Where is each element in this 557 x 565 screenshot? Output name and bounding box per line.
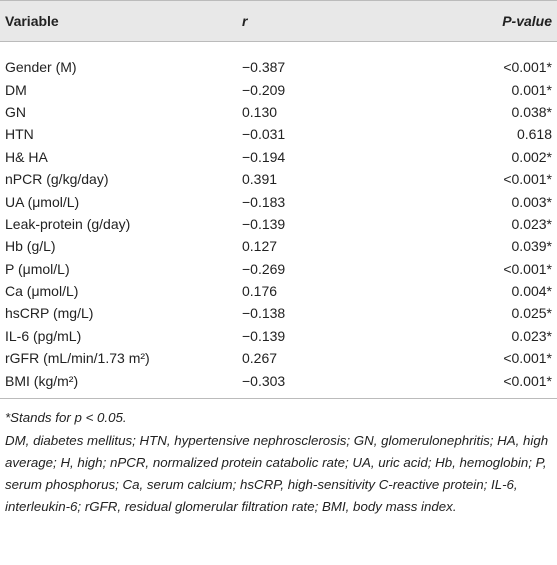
table-cell: 0.176 xyxy=(242,283,278,300)
table-row: GN 0.130 0.038* xyxy=(0,101,557,123)
table-cell: −0.031 xyxy=(242,126,286,143)
table-cell: BMI (kg/m²) xyxy=(5,372,79,389)
table-cell: 0.001* xyxy=(511,81,552,98)
table-cell: H& HA xyxy=(5,148,48,165)
table-row: Hb (g/L) 0.127 0.039* xyxy=(0,235,557,257)
table-row: IL-6 (pg/mL) −0.139 0.023* xyxy=(0,325,557,347)
table-row: Ca (μmol/L) 0.176 0.004* xyxy=(0,280,557,302)
table-row: DM −0.209 0.001* xyxy=(0,78,557,100)
table-cell: −0.269 xyxy=(242,260,286,277)
table-cell: <0.001* xyxy=(503,350,552,367)
table-cell: DM xyxy=(5,81,27,98)
table-cell: IL-6 (pg/mL) xyxy=(5,327,82,344)
table-cell: Hb (g/L) xyxy=(5,238,56,255)
table-cell: −0.194 xyxy=(242,148,286,165)
table-cell: 0.618 xyxy=(516,126,552,143)
table-row: H& HA −0.194 0.002* xyxy=(0,146,557,168)
table-cell: −0.138 xyxy=(242,305,286,322)
table-row: P (μmol/L) −0.269 <0.001* xyxy=(0,258,557,280)
table-cell: 0.025* xyxy=(511,305,552,322)
header-cell: Variable xyxy=(0,0,237,42)
table-cell: P (μmol/L) xyxy=(5,260,70,277)
table-cell: 0.127 xyxy=(242,238,278,255)
table-cell: UA (μmol/L) xyxy=(5,193,80,210)
table-row: Gender (M) −0.387 <0.001* xyxy=(0,42,557,79)
table-cell: <0.001* xyxy=(503,260,552,277)
table-cell: 0.038* xyxy=(511,103,552,120)
table-cell: Leak-protein (g/day) xyxy=(5,215,131,232)
table-body: Gender (M) −0.387 <0.001* DM −0.209 0.001* GN 0… xyxy=(0,42,557,399)
table-cell: −0.209 xyxy=(242,81,286,98)
table-cell: 0.023* xyxy=(511,327,552,344)
table-cell: 0.004* xyxy=(511,283,552,300)
footnote: DM, diabetes mellitus; HTN, hypertensive… xyxy=(5,432,549,514)
table-row: rGFR (mL/min/1.73 m²) 0.267 <0.001* xyxy=(0,347,557,369)
table-cell: 0.267 xyxy=(242,350,278,367)
table-cell: 0.039* xyxy=(511,238,552,255)
footnote: *Stands for p < 0.05. xyxy=(5,409,127,425)
table-cell: −0.387 xyxy=(242,59,286,76)
table-row: Leak-protein (g/day) −0.139 0.023* xyxy=(0,213,557,235)
table-cell: <0.001* xyxy=(503,59,552,76)
table-row: nPCR (g/kg/day) 0.391 <0.001* xyxy=(0,168,557,190)
table-cell: Ca (μmol/L) xyxy=(5,283,79,300)
footnotes: *Stands for p < 0.05. DM, diabetes mellit… xyxy=(0,399,557,518)
table-cell: 0.003* xyxy=(511,193,552,210)
header-row: Variable r P-value xyxy=(0,0,557,42)
header-cell: r xyxy=(237,0,437,42)
table-row: BMI (kg/m²) −0.303 <0.001* xyxy=(0,369,557,398)
table-cell: −0.139 xyxy=(242,215,286,232)
table: Variable r P-value Gender (M) −0.387 <0.00… xyxy=(0,0,557,399)
table-header: Variable r P-value xyxy=(0,0,557,42)
table-row: UA (μmol/L) −0.183 0.003* xyxy=(0,190,557,212)
table-row: HTN −0.031 0.618 xyxy=(0,123,557,145)
table-cell: Gender (M) xyxy=(5,59,77,76)
header-cell: P-value xyxy=(437,0,557,42)
table-cell: 0.023* xyxy=(511,215,552,232)
table-cell: −0.303 xyxy=(242,372,286,389)
table-cell: <0.001* xyxy=(503,372,552,389)
table-cell: GN xyxy=(5,103,26,120)
table-cell: HTN xyxy=(5,126,34,143)
table-cell: 0.391 xyxy=(242,171,278,188)
table-cell: <0.001* xyxy=(503,171,552,188)
table-cell: hsCRP (mg/L) xyxy=(5,305,94,322)
table-cell: −0.183 xyxy=(242,193,286,210)
table-cell: −0.139 xyxy=(242,327,286,344)
table-row: hsCRP (mg/L) −0.138 0.025* xyxy=(0,302,557,324)
table-cell: nPCR (g/kg/day) xyxy=(5,171,109,188)
table-cell: 0.130 xyxy=(242,103,278,120)
table-cell: rGFR (mL/min/1.73 m²) xyxy=(5,350,150,367)
table-cell: 0.002* xyxy=(511,148,552,165)
